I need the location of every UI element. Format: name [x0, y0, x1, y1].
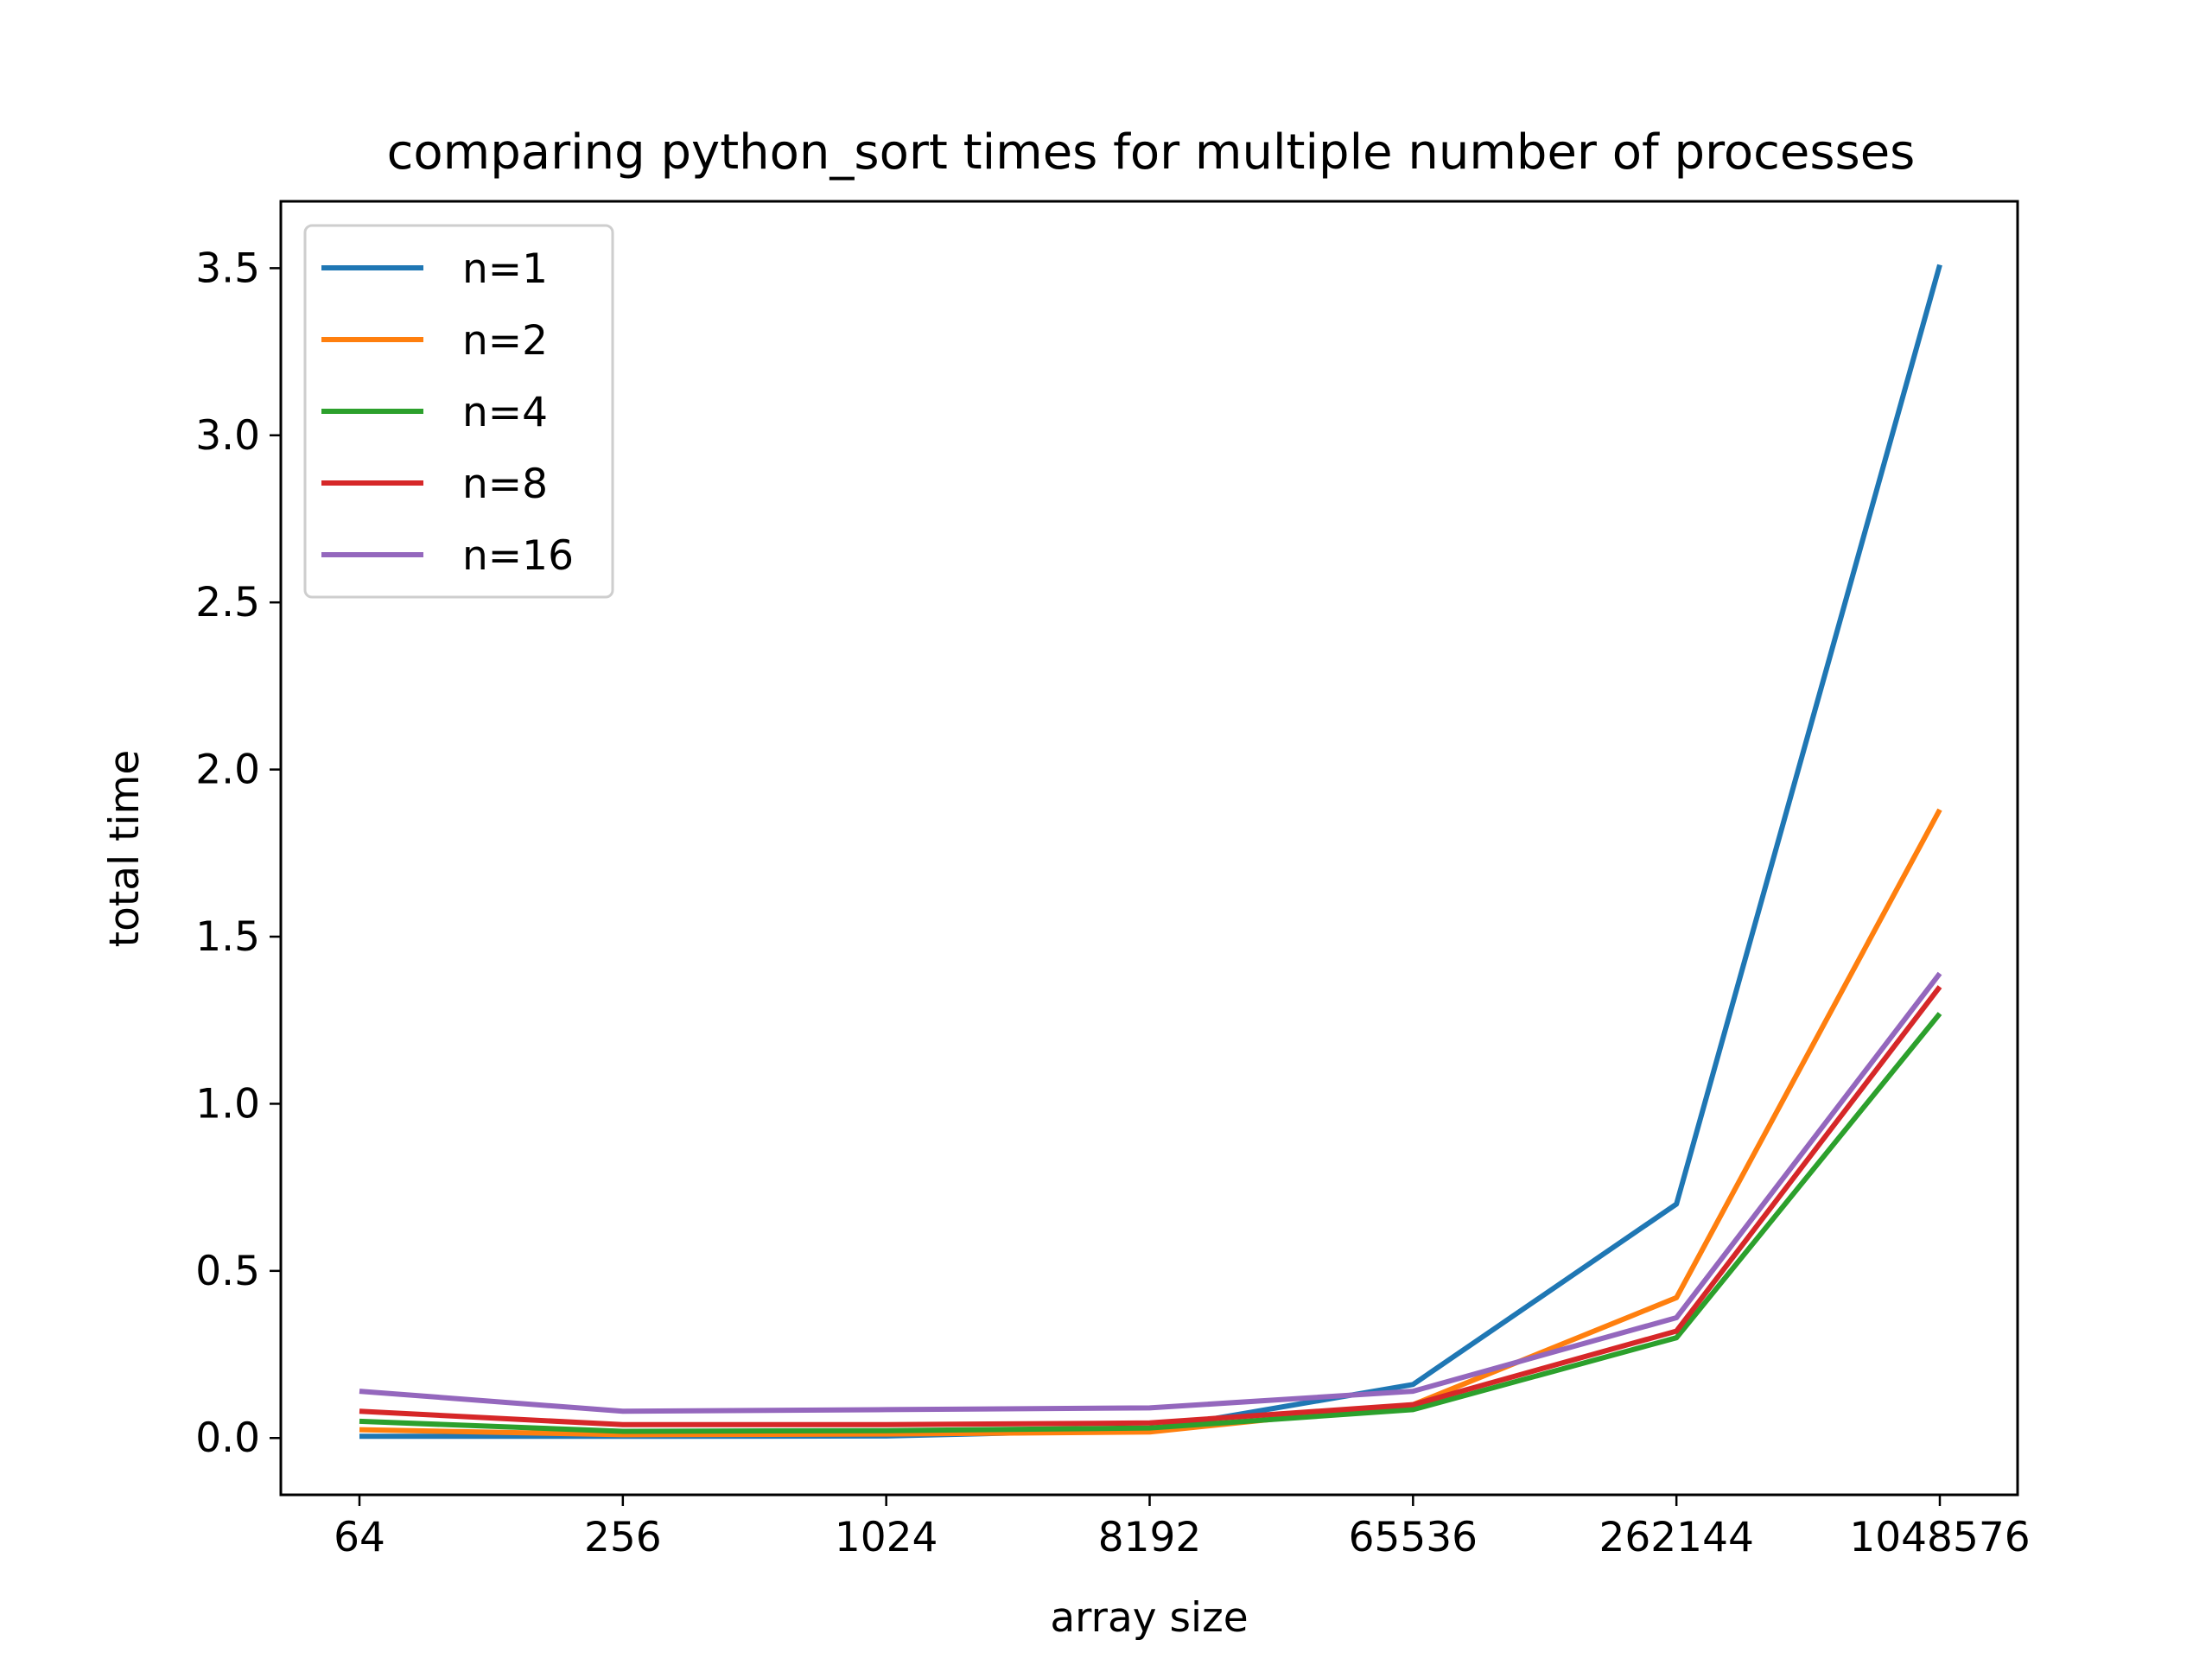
y-tick-label: 1.0 [195, 1080, 260, 1128]
legend-label: n=1 [462, 245, 548, 293]
x-axis-ticks: 64 256 1024 8192 65536 262144 1048576 [334, 1495, 2031, 1561]
x-tick-label: 1024 [835, 1514, 938, 1561]
x-tick-label: 256 [584, 1514, 662, 1561]
x-tick-label: 64 [334, 1514, 385, 1561]
legend-box [303, 224, 614, 599]
legend-label: n=4 [462, 389, 548, 436]
series-line-n=16 [359, 971, 1942, 1414]
series-line-n=4 [359, 1012, 1942, 1434]
x-tick-label: 262144 [1599, 1514, 1753, 1561]
y-tick-label: 3.5 [195, 245, 260, 292]
legend-label: n=16 [462, 532, 574, 580]
x-tick-label: 1048576 [1849, 1514, 2030, 1561]
series-line-n=8 [359, 985, 1942, 1427]
x-axis-title: array size [1050, 1594, 1248, 1642]
y-tick-label: 0.5 [195, 1248, 260, 1295]
chart-title: comparing python_sort times for multiple… [387, 124, 1916, 181]
y-tick-label: 2.5 [195, 579, 260, 626]
plot-frame [279, 200, 2019, 1497]
y-tick-label: 3.0 [195, 412, 260, 460]
y-tick-label: 0.0 [195, 1414, 260, 1462]
y-axis-ticks: 0.0 0.5 1.0 1.5 2.0 2.5 3.0 3.5 [195, 245, 281, 1462]
series-line-n=2 [359, 808, 1942, 1438]
y-tick-label: 1.5 [195, 913, 260, 961]
legend-label: n=2 [462, 317, 548, 365]
y-axis-title: total time [101, 750, 149, 948]
series-lines [359, 264, 1942, 1440]
x-tick-label: 65536 [1349, 1514, 1478, 1561]
legend-label: n=8 [462, 461, 548, 508]
legend: n=1 n=2 n=4 n=8 n=16 [303, 224, 614, 599]
y-tick-label: 2.0 [195, 747, 260, 794]
x-tick-label: 8192 [1098, 1514, 1202, 1561]
